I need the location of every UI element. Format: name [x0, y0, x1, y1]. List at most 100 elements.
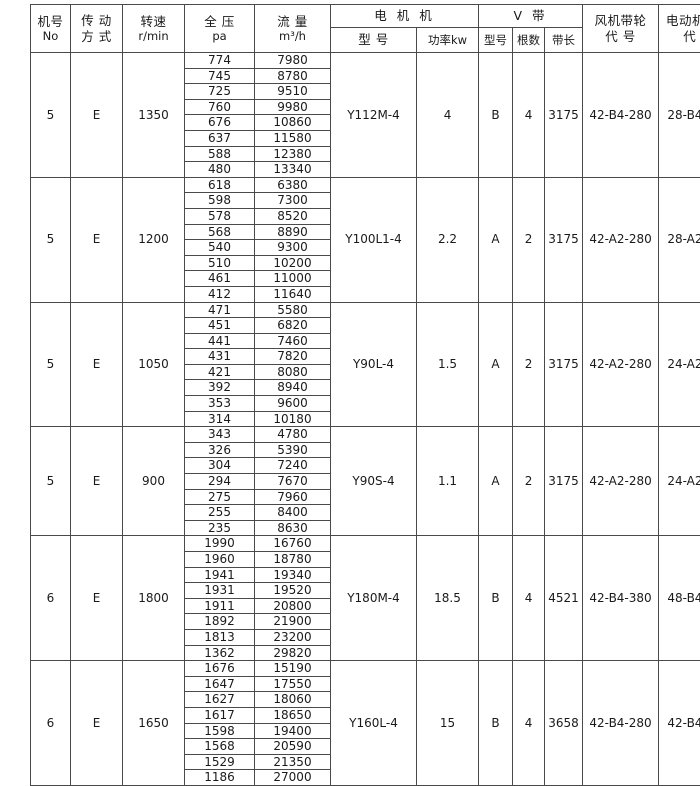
- cell-flow-rate: 5390: [255, 442, 331, 458]
- cell-flow-rate: 15190: [255, 661, 331, 677]
- cell-total-pressure: 480: [185, 162, 255, 178]
- cell-motor-power: 4: [417, 53, 479, 178]
- cell-total-pressure: 774: [185, 53, 255, 69]
- cell-flow-rate: 7670: [255, 474, 331, 490]
- cell-vbelt-length: 3175: [545, 177, 583, 302]
- cell-motor-pulley: 42-B4-320: [659, 661, 700, 786]
- cell-flow-rate: 29820: [255, 645, 331, 661]
- cell-total-pressure: 441: [185, 333, 255, 349]
- cell-fan-pulley: 42-B4-380: [583, 536, 659, 661]
- cell-motor-pulley: 24-A2-180: [659, 427, 700, 536]
- cell-flow-rate: 12380: [255, 146, 331, 162]
- cell-fan-pulley: 42-A2-280: [583, 302, 659, 427]
- cell-total-pressure: 421: [185, 364, 255, 380]
- cell-flow-rate: 11580: [255, 130, 331, 146]
- cell-total-pressure: 676: [185, 115, 255, 131]
- cell-flow-rate: 18060: [255, 692, 331, 708]
- cell-drive-type: E: [71, 661, 123, 786]
- cell-machine-no: 6: [31, 661, 71, 786]
- cell-vbelt-length: 3175: [545, 427, 583, 536]
- cell-total-pressure: 343: [185, 427, 255, 443]
- cell-total-pressure: 1617: [185, 707, 255, 723]
- cell-flow-rate: 21900: [255, 614, 331, 630]
- cell-vbelt-count: 2: [513, 177, 545, 302]
- header-row-top: 机号 No 传 动 方 式 转速 r/min 全 压 pa 流 量 m³/h: [31, 5, 700, 28]
- cell-motor-model: Y112M-4: [331, 53, 417, 178]
- cell-motor-power: 15: [417, 661, 479, 786]
- cell-speed: 1350: [123, 53, 185, 178]
- cell-motor-model: Y90L-4: [331, 302, 417, 427]
- cell-vbelt-type: A: [479, 302, 513, 427]
- cell-total-pressure: 568: [185, 224, 255, 240]
- cell-speed: 900: [123, 427, 185, 536]
- cell-flow-rate: 7300: [255, 193, 331, 209]
- header-fan-pulley: 风机带轮 代 号: [583, 5, 659, 53]
- cell-flow-rate: 6380: [255, 177, 331, 193]
- cell-flow-rate: 13340: [255, 162, 331, 178]
- header-motor-power: 功率kw: [417, 28, 479, 53]
- header-motor-model: 型 号: [331, 28, 417, 53]
- cell-drive-type: E: [71, 177, 123, 302]
- cell-flow-rate: 11640: [255, 286, 331, 302]
- cell-flow-rate: 9300: [255, 240, 331, 256]
- cell-total-pressure: 304: [185, 458, 255, 474]
- cell-flow-rate: 19340: [255, 567, 331, 583]
- cell-total-pressure: 1990: [185, 536, 255, 552]
- cell-flow-rate: 18780: [255, 552, 331, 568]
- cell-total-pressure: 618: [185, 177, 255, 193]
- cell-total-pressure: 1892: [185, 614, 255, 630]
- cell-fan-pulley: 42-A2-280: [583, 177, 659, 302]
- cell-flow-rate: 8890: [255, 224, 331, 240]
- cell-speed: 1050: [123, 302, 185, 427]
- cell-vbelt-type: B: [479, 536, 513, 661]
- header-vbelt-group: V 带: [479, 5, 583, 28]
- cell-total-pressure: 1813: [185, 629, 255, 645]
- cell-flow-rate: 8940: [255, 380, 331, 396]
- cell-total-pressure: 510: [185, 255, 255, 271]
- cell-total-pressure: 1186: [185, 770, 255, 786]
- cell-machine-no: 6: [31, 536, 71, 661]
- cell-fan-pulley: 42-B4-280: [583, 661, 659, 786]
- cell-total-pressure: 255: [185, 505, 255, 521]
- cell-vbelt-length: 3658: [545, 661, 583, 786]
- cell-drive-type: E: [71, 302, 123, 427]
- cell-flow-rate: 20590: [255, 739, 331, 755]
- cell-fan-pulley: 42-A2-280: [583, 427, 659, 536]
- cell-motor-model: Y100L1-4: [331, 177, 417, 302]
- cell-flow-rate: 18650: [255, 707, 331, 723]
- cell-flow-rate: 7980: [255, 53, 331, 69]
- cell-fan-pulley: 42-B4-280: [583, 53, 659, 178]
- cell-total-pressure: 431: [185, 349, 255, 365]
- cell-total-pressure: 1627: [185, 692, 255, 708]
- cell-speed: 1800: [123, 536, 185, 661]
- cell-total-pressure: 578: [185, 208, 255, 224]
- header-machine-no: 机号 No: [31, 5, 71, 53]
- cell-motor-pulley: 48-B4-470: [659, 536, 700, 661]
- cell-motor-model: Y90S-4: [331, 427, 417, 536]
- cell-motor-model: Y160L-4: [331, 661, 417, 786]
- cell-vbelt-length: 3175: [545, 302, 583, 427]
- cell-flow-rate: 20800: [255, 598, 331, 614]
- cell-flow-rate: 4780: [255, 427, 331, 443]
- cell-total-pressure: 1960: [185, 552, 255, 568]
- cell-drive-type: E: [71, 427, 123, 536]
- cell-vbelt-type: B: [479, 661, 513, 786]
- table-header: 机号 No 传 动 方 式 转速 r/min 全 压 pa 流 量 m³/h: [31, 5, 700, 53]
- cell-flow-rate: 8400: [255, 505, 331, 521]
- cell-machine-no: 5: [31, 427, 71, 536]
- cell-flow-rate: 9980: [255, 99, 331, 115]
- cell-total-pressure: 326: [185, 442, 255, 458]
- cell-total-pressure: 275: [185, 489, 255, 505]
- cell-total-pressure: 1941: [185, 567, 255, 583]
- cell-flow-rate: 8520: [255, 208, 331, 224]
- cell-total-pressure: 598: [185, 193, 255, 209]
- cell-total-pressure: 294: [185, 474, 255, 490]
- cell-motor-pulley: 28-A2-280: [659, 177, 700, 302]
- cell-motor-pulley: 28-B4-260: [659, 53, 700, 178]
- cell-vbelt-count: 2: [513, 427, 545, 536]
- cell-flow-rate: 7240: [255, 458, 331, 474]
- fan-specification-table: 机号 No 传 动 方 式 转速 r/min 全 压 pa 流 量 m³/h: [30, 4, 700, 786]
